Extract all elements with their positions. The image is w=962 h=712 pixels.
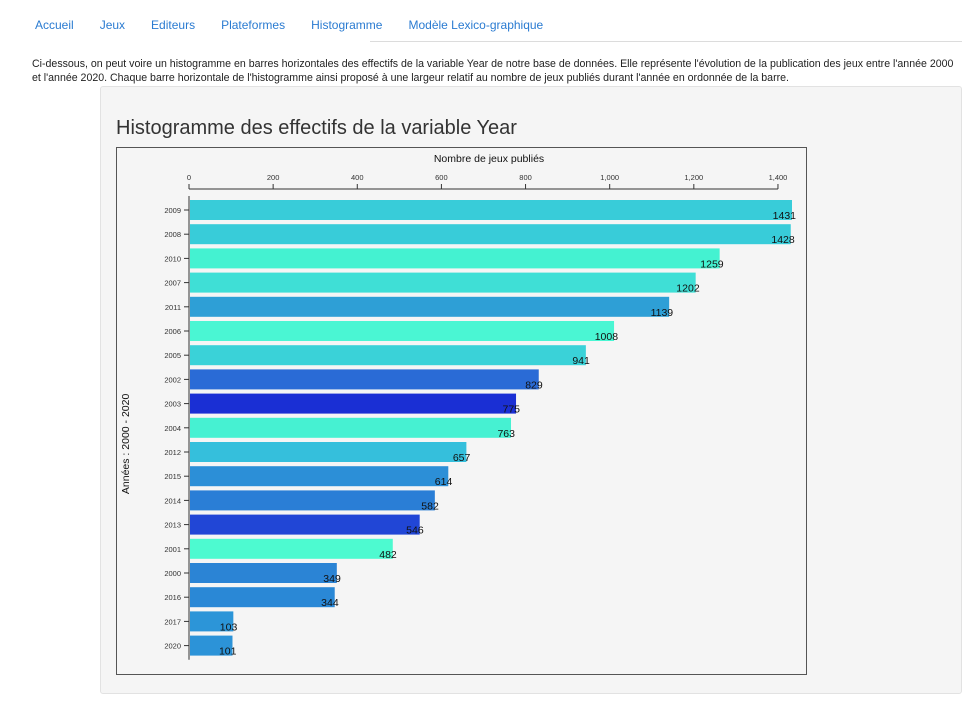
x-tick-label: 1,400 — [769, 173, 788, 182]
nav-editeurs[interactable]: Editeurs — [151, 18, 196, 32]
bar — [190, 538, 393, 559]
top-nav: Accueil Jeux Editeurs Plateformes Histog… — [22, 18, 962, 32]
bar — [190, 369, 539, 390]
x-axis-label: Nombre de jeux publiés — [434, 153, 544, 165]
data-label: 829 — [525, 379, 543, 391]
y-tick-label: 2013 — [164, 521, 181, 530]
y-tick-label: 2015 — [164, 472, 181, 481]
data-label: 763 — [497, 428, 515, 440]
bar — [190, 417, 511, 438]
bar — [190, 393, 517, 414]
bar — [190, 587, 335, 608]
data-label: 546 — [406, 525, 424, 537]
nav-divider — [370, 41, 962, 42]
data-label: 941 — [572, 355, 590, 367]
data-label: 1428 — [771, 234, 795, 246]
y-axis-label: Années : 2000 - 2020 — [120, 394, 132, 495]
x-tick-label: 600 — [435, 173, 448, 182]
y-tick-label: 2016 — [164, 593, 181, 602]
nav-accueil[interactable]: Accueil — [35, 18, 74, 32]
y-tick-label: 2014 — [164, 496, 181, 505]
data-label: 344 — [321, 597, 339, 609]
bar — [190, 272, 696, 293]
data-label: 657 — [453, 452, 471, 464]
nav-jeux[interactable]: Jeux — [99, 18, 126, 32]
bar — [190, 296, 670, 317]
y-tick-label: 2017 — [164, 617, 181, 626]
chart-frame: Nombre de jeux publiés 0 200 400 600 800 1,000… — [116, 147, 807, 675]
data-label: 582 — [421, 500, 439, 512]
data-label: 1259 — [700, 258, 724, 270]
x-tick-label: 1,000 — [600, 173, 619, 182]
y-tick-label: 2004 — [164, 424, 181, 433]
bar — [190, 611, 234, 632]
y-tick-label: 2010 — [164, 254, 181, 263]
data-label: 614 — [435, 476, 453, 488]
data-label: 1202 — [676, 283, 700, 295]
y-tick-label: 2007 — [164, 279, 181, 288]
x-tick-label: 800 — [519, 173, 532, 182]
bar — [190, 514, 420, 535]
bar — [190, 442, 467, 462]
data-label: 1008 — [595, 331, 619, 343]
x-tick-label: 200 — [267, 173, 280, 182]
y-tick-label: 2005 — [164, 351, 181, 360]
nav-histogramme[interactable]: Histogramme — [311, 18, 383, 32]
nav-modele-lexico[interactable]: Modèle Lexico-graphique — [408, 18, 544, 32]
y-tick-label: 2001 — [164, 545, 181, 554]
data-label: 482 — [379, 549, 397, 561]
bar — [190, 345, 586, 366]
y-tick-label: 2002 — [164, 375, 181, 384]
data-label: 1431 — [773, 210, 797, 222]
bar — [190, 490, 435, 511]
bar — [190, 563, 337, 583]
bar — [190, 321, 615, 341]
data-label: 349 — [323, 573, 341, 585]
y-tick-label: 2003 — [164, 400, 181, 409]
intro-paragraph: Ci-dessous, on peut voire un histogramme… — [32, 57, 954, 84]
y-tick-label: 2011 — [165, 303, 181, 312]
data-label: 101 — [219, 646, 237, 658]
panel-title: Histogramme des effectifs de la variable… — [116, 117, 517, 139]
y-tick-label: 2008 — [164, 230, 181, 239]
x-tick-label: 400 — [351, 173, 364, 182]
data-label: 775 — [502, 404, 520, 416]
x-tick-label: 1,200 — [684, 173, 703, 182]
y-tick-label: 2006 — [164, 327, 181, 336]
x-tick-label: 0 — [187, 173, 191, 182]
bar — [190, 466, 449, 487]
bar-chart: Nombre de jeux publiés 0 200 400 600 800 1,000… — [120, 153, 797, 660]
bar — [190, 200, 792, 220]
y-tick-label: 2012 — [164, 448, 181, 457]
y-tick-label: 2000 — [164, 569, 181, 578]
y-tick-label: 2009 — [164, 206, 181, 215]
bar — [190, 248, 720, 269]
bar — [190, 635, 233, 656]
bar — [190, 224, 791, 245]
nav-plateformes[interactable]: Plateformes — [221, 18, 286, 32]
data-label: 103 — [220, 621, 238, 633]
data-label: 1139 — [651, 307, 674, 319]
y-tick-label: 2020 — [164, 642, 181, 651]
